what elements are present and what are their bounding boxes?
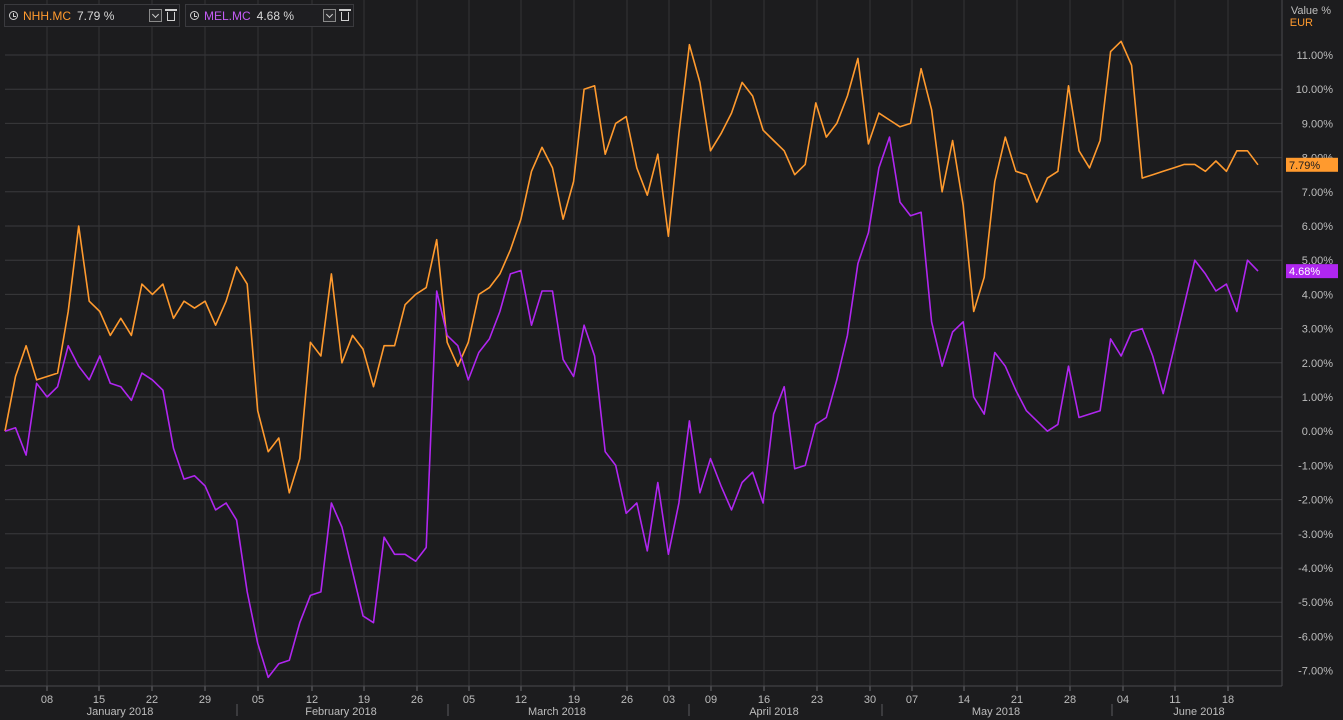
y-tick-label: -7.00% (1298, 666, 1333, 678)
x-tick-label: 29 (199, 694, 211, 706)
clock-icon (190, 11, 199, 20)
y-tick-label: 6.00% (1302, 221, 1333, 233)
y-tick-label: 11.00% (1297, 50, 1334, 62)
last-value-label: 4.68% (1289, 266, 1320, 278)
legend-value: 7.79 % (77, 8, 115, 23)
month-label: January 2018 (87, 706, 154, 718)
y-tick-label: -4.00% (1298, 563, 1333, 575)
x-tick-label: 16 (758, 694, 770, 706)
legend-value: 4.68 % (256, 8, 295, 23)
trash-icon[interactable] (339, 9, 351, 21)
y-tick-label: -5.00% (1298, 597, 1333, 609)
x-tick-label: 05 (252, 694, 264, 706)
legend-symbol: MEL.MC (204, 8, 251, 23)
y-tick-label: 10.00% (1296, 84, 1334, 96)
x-tick-label: 30 (864, 694, 876, 706)
x-axis: 08 15 22 29 05 12 19 26 05 12 19 26 03 09 16 23 30 07 14 21… (0, 685, 1282, 718)
last-value-tag (1286, 157, 1338, 172)
y-tick-label: 4.00% (1302, 289, 1333, 301)
y-tick-label: 9.00% (1302, 118, 1333, 130)
x-tick-label: 19 (568, 694, 580, 706)
x-tick-label: 11 (1169, 694, 1180, 706)
x-tick-label: 18 (1222, 694, 1234, 706)
legend-item-nhh[interactable]: NHH.MC 7.79 % (4, 4, 180, 27)
x-tick-label: 28 (1064, 694, 1076, 706)
y-tick-label: -2.00% (1298, 495, 1333, 507)
month-label: March 2018 (528, 706, 586, 718)
y-tick-label: -3.00% (1298, 529, 1333, 541)
x-tick-label: 12 (306, 694, 318, 706)
x-tick-label: 26 (621, 694, 633, 706)
y-tick-label: -6.00% (1298, 631, 1333, 643)
x-tick-label: 09 (705, 694, 717, 706)
x-tick-label: 12 (515, 694, 527, 706)
series-line-mel-mc (4, 136, 1259, 679)
clock-icon (9, 11, 18, 20)
month-label: May 2018 (972, 706, 1020, 718)
currency-label: EUR (1289, 17, 1313, 29)
chevron-down-icon[interactable] (323, 9, 336, 22)
trash-icon[interactable] (165, 9, 177, 21)
x-tick-label: 22 (146, 694, 158, 706)
x-tick-label: 07 (906, 694, 918, 706)
legend-symbol: NHH.MC (23, 8, 71, 23)
x-tick-label: 15 (93, 694, 105, 706)
last-value-tag (1286, 264, 1338, 279)
last-value-label: 7.79% (1289, 160, 1320, 172)
x-tick-label: 21 (1011, 694, 1023, 706)
y-tick-label: 2.00% (1302, 358, 1333, 370)
legend-item-mel[interactable]: MEL.MC 4.68 % (185, 4, 354, 27)
chevron-down-icon[interactable] (149, 9, 162, 22)
month-label: June 2018 (1173, 706, 1224, 718)
y-tick-label: -1.00% (1298, 460, 1333, 472)
x-tick-label: 23 (811, 694, 823, 706)
x-tick-label: 03 (663, 694, 675, 706)
x-tick-label: 14 (958, 694, 970, 706)
x-tick-label: 08 (41, 694, 53, 706)
y-unit-label: Value % (1290, 5, 1331, 17)
x-tick-label: 04 (1117, 694, 1129, 706)
series-layer: 7.79% 4.68% (4, 40, 1338, 679)
month-label: February 2018 (305, 706, 377, 718)
series-line-nhh-mc (4, 40, 1259, 494)
x-tick-label: 26 (411, 694, 423, 706)
y-tick-label: 3.00% (1302, 324, 1333, 336)
month-label: April 2018 (749, 706, 799, 718)
x-tick-label: 05 (463, 694, 475, 706)
y-tick-label: 0.00% (1302, 426, 1333, 438)
y-tick-label: 7.00% (1302, 187, 1333, 199)
x-tick-label: 19 (358, 694, 370, 706)
y-tick-label: 1.00% (1302, 392, 1333, 404)
grid: 11.00%10.00%9.00%8.00%7.00%6.00%5.00%4.0… (5, 0, 1333, 686)
